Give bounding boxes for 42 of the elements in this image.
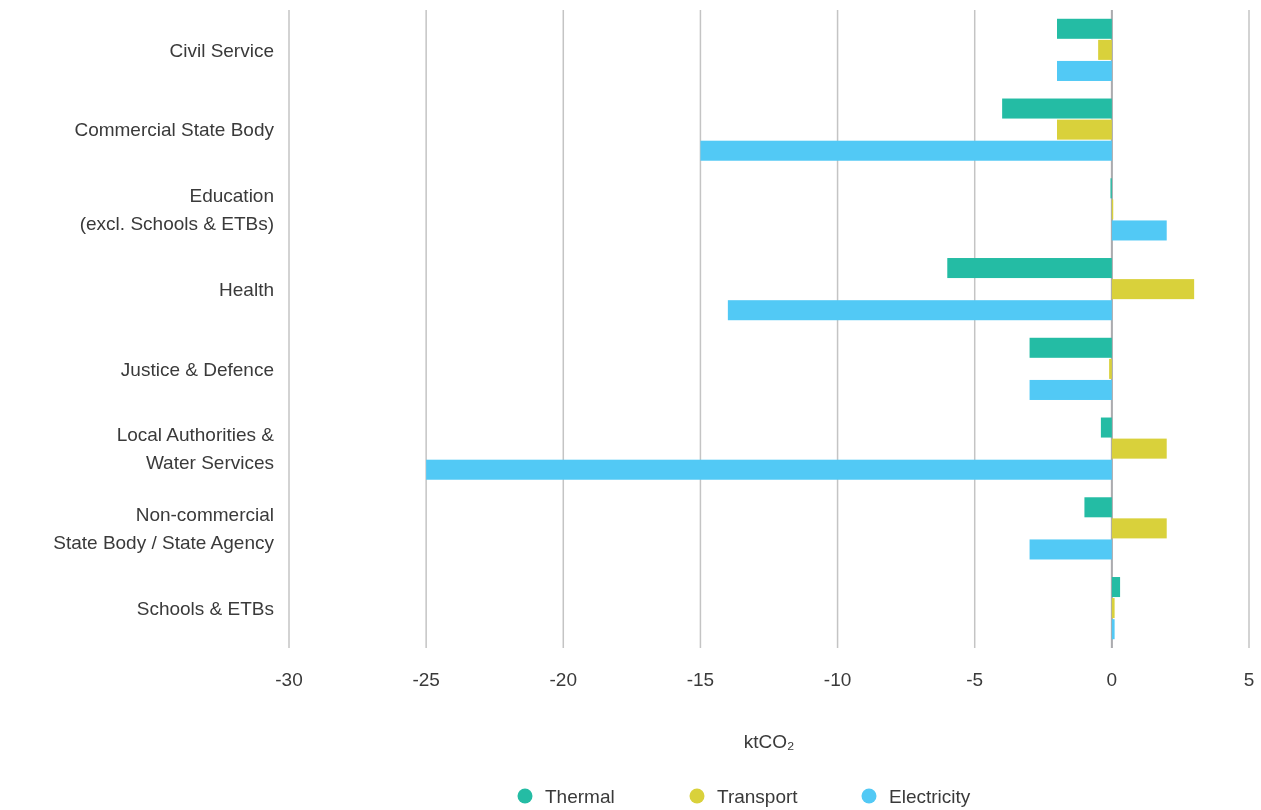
bar [1057, 60, 1112, 81]
bar [947, 258, 1112, 279]
legend-label: Transport [717, 785, 799, 807]
y-tick-label: Non-commercial State Body / State Agency [53, 504, 275, 554]
bar [727, 300, 1112, 321]
bar [1111, 279, 1195, 300]
bar [1029, 379, 1112, 400]
bar [1111, 577, 1121, 598]
legend-label: Thermal [545, 785, 615, 807]
bar [700, 140, 1112, 161]
x-tick-label: 5 [1243, 669, 1255, 690]
bar [1029, 539, 1112, 560]
y-tick-label: Commercial State Body [74, 119, 275, 141]
bar [1029, 337, 1112, 358]
bar [1057, 119, 1112, 140]
bar [1109, 358, 1112, 379]
bar [1111, 619, 1115, 640]
y-tick-label: Civil Service [169, 39, 274, 61]
y-tick-label: Schools & ETBs [136, 597, 274, 619]
bar [1111, 518, 1167, 539]
y-tick-label: Health [219, 278, 274, 300]
bar [1111, 598, 1115, 619]
bar [1098, 39, 1112, 60]
x-tick-label: -25 [412, 669, 440, 690]
x-tick-label: -30 [275, 669, 303, 690]
bar [1002, 98, 1112, 119]
bar [1084, 497, 1112, 518]
x-tick-label: -10 [823, 669, 852, 690]
x-tick-label: -15 [686, 669, 715, 690]
y-tick-label: Education (excl. Schools & ETBs) [79, 185, 274, 235]
bar [1100, 417, 1112, 438]
y-tick-label: Local Authorities & Water Services [116, 424, 275, 474]
bar [1057, 18, 1112, 39]
bar [1111, 220, 1167, 241]
y-tick-label: Justice & Defence [120, 358, 274, 380]
bar [426, 459, 1112, 480]
x-tick-label: -20 [549, 669, 578, 690]
x-axis-title: ktCO₂ [743, 731, 795, 752]
legend-label: Electricity [889, 785, 971, 807]
bar [1111, 438, 1167, 459]
x-tick-label: -5 [966, 669, 984, 690]
x-tick-label: 0 [1106, 669, 1118, 690]
